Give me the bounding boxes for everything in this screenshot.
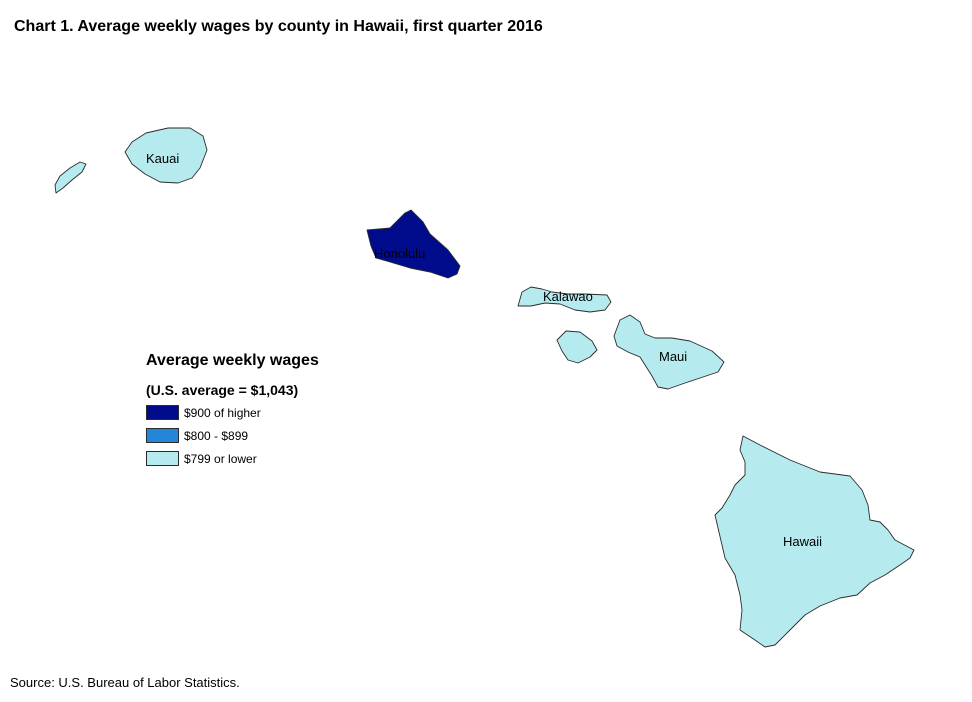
legend-item-mid: $800 - $899 [146, 427, 319, 444]
maui-label: Maui [659, 349, 687, 364]
legend-item-low: $799 or lower [146, 450, 319, 467]
honolulu-label: Honolulu [374, 246, 425, 261]
legend-subtitle: (U.S. average = $1,043) [146, 382, 299, 398]
legend-label-high: $900 of higher [184, 405, 261, 420]
legend-swatch-high [146, 405, 179, 420]
legend-swatch-mid [146, 428, 179, 443]
kauai-island[interactable] [124, 127, 208, 184]
kauai-label: Kauai [146, 151, 179, 166]
map-legend: Average weekly wages (U.S. average = $1,… [146, 352, 319, 467]
legend-swatch-low [146, 451, 179, 466]
maui-island[interactable] [613, 314, 725, 390]
legend-title: Average weekly wages [146, 352, 319, 369]
source-note: Source: U.S. Bureau of Labor Statistics. [10, 675, 240, 690]
kalawao-label: Kalawao [543, 289, 593, 304]
niihau-island[interactable] [54, 161, 87, 194]
honolulu-island[interactable] [366, 209, 461, 279]
lanai-island[interactable] [556, 330, 598, 364]
legend-label-low: $799 or lower [184, 451, 257, 466]
legend-item-high: $900 of higher [146, 404, 319, 421]
kalawao-island[interactable] [517, 286, 612, 313]
legend-label-mid: $800 - $899 [184, 428, 249, 443]
chart-title: Chart 1. Average weekly wages by county … [14, 18, 543, 35]
hawaii-label: Hawaii [783, 534, 822, 549]
hawaii-island[interactable] [714, 435, 915, 648]
